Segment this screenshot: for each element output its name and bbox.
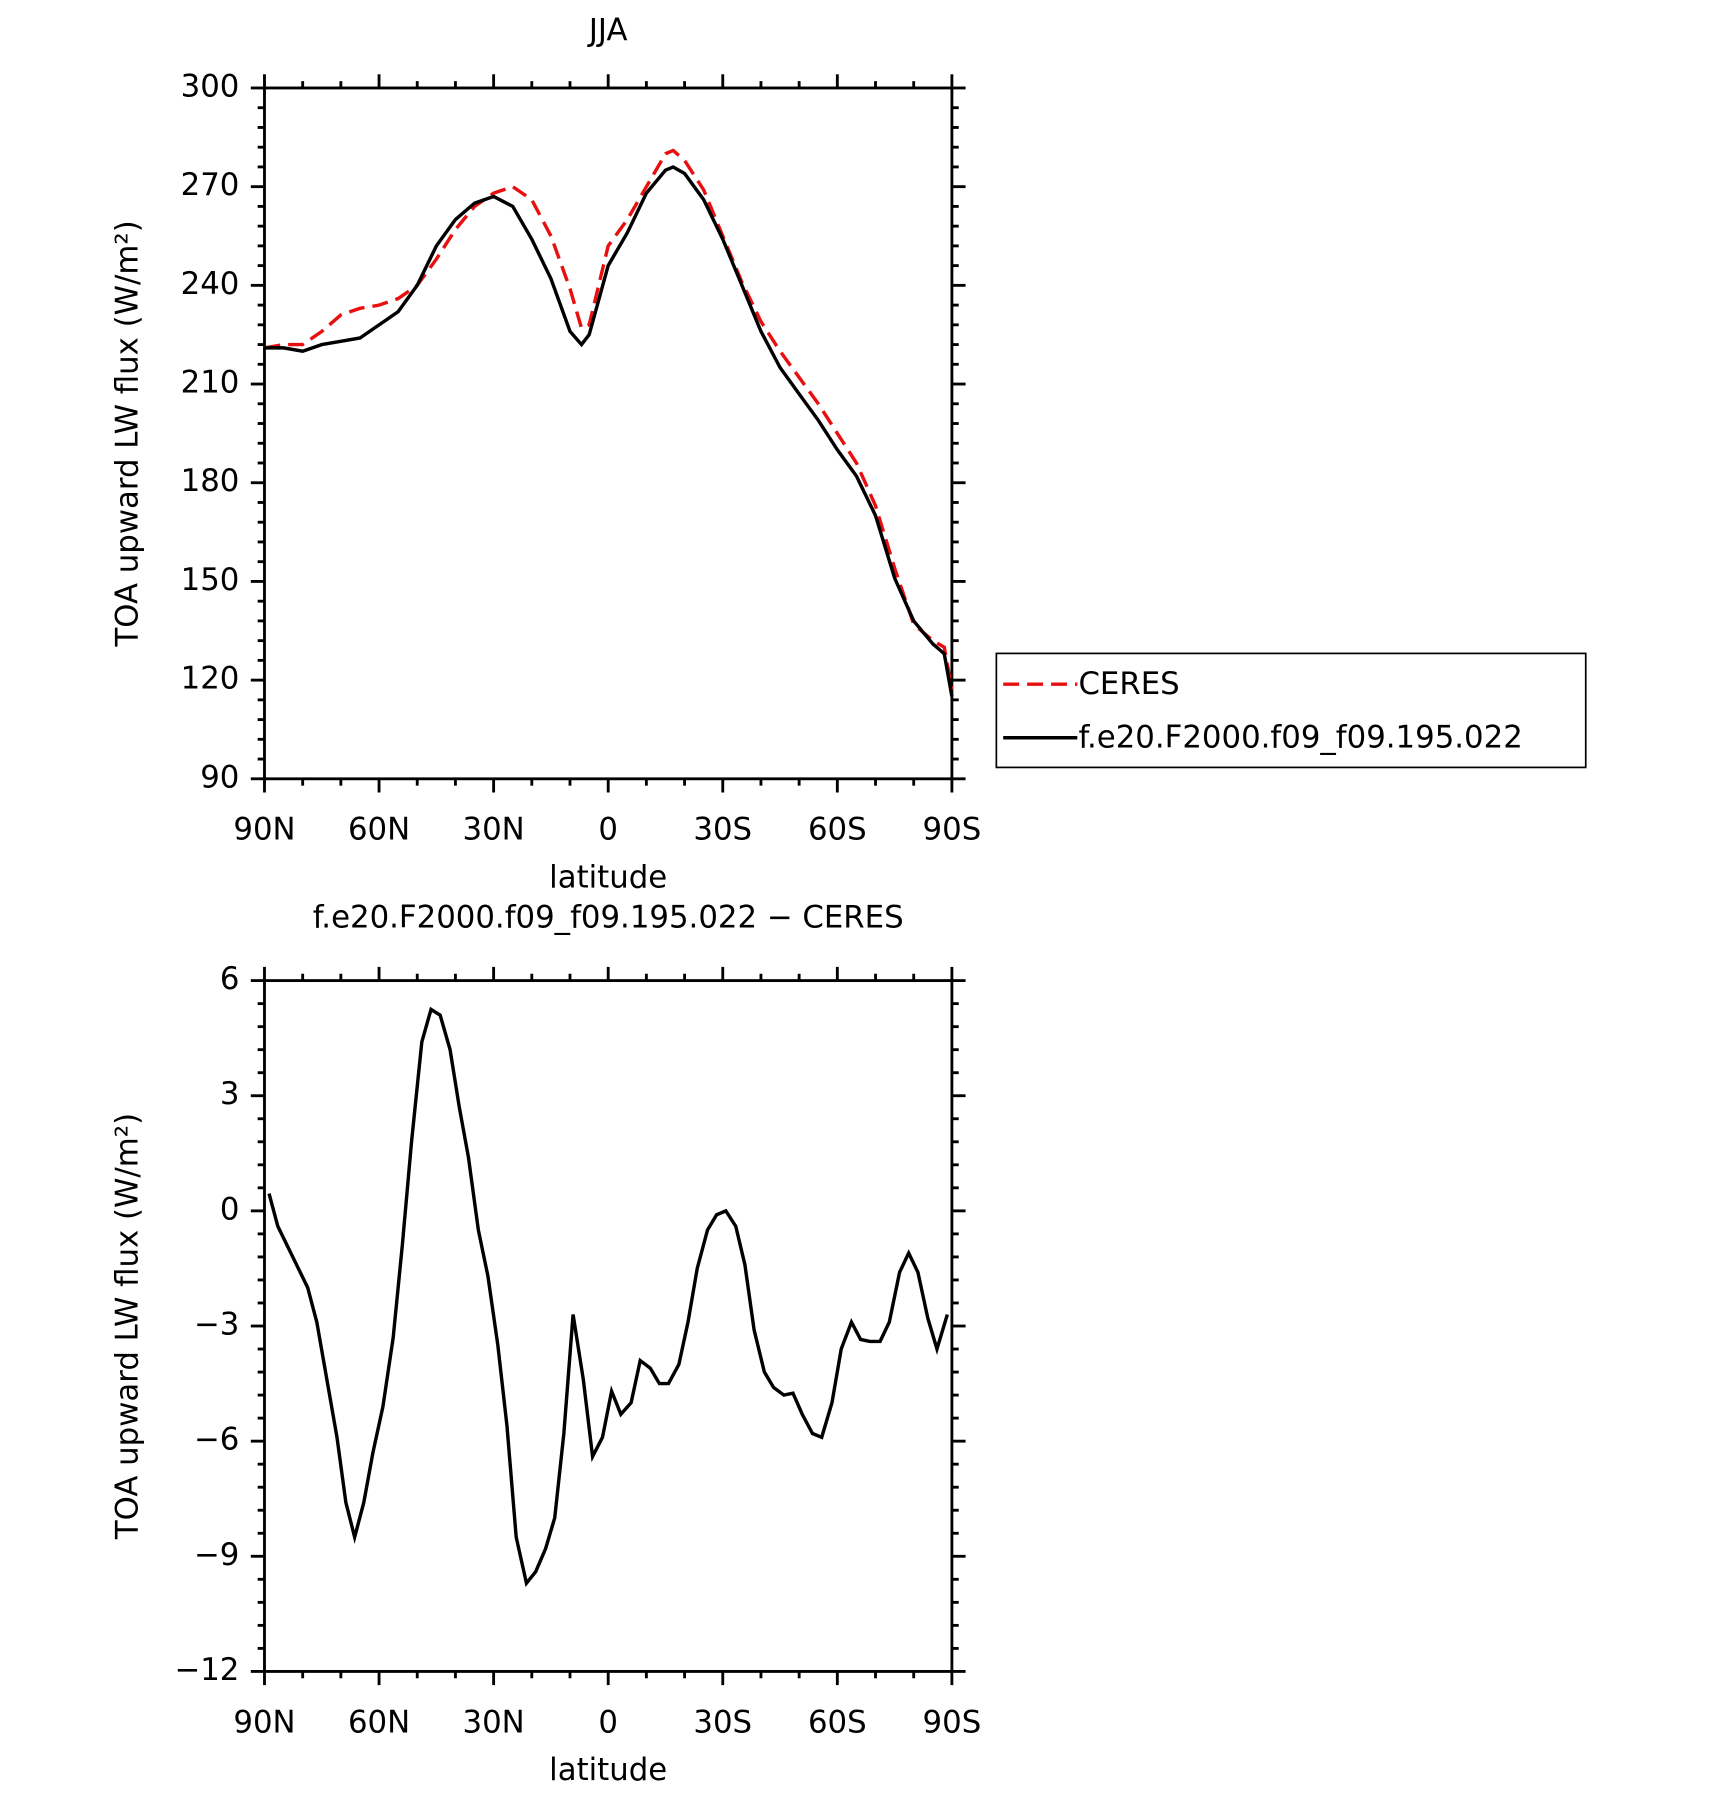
- y-tick-label: 0: [220, 1191, 240, 1227]
- x-tick-label: 90N: [233, 1704, 295, 1740]
- y-tick-label: 150: [181, 562, 240, 598]
- x-tick-label: 30N: [463, 1704, 525, 1740]
- x-tick-label: 90S: [923, 812, 982, 848]
- y-tick-label: 90: [200, 759, 239, 795]
- legend-box: [995, 652, 1587, 769]
- x-tick-label: 30S: [693, 1704, 752, 1740]
- x-tick-label: 60S: [808, 812, 867, 848]
- y-axis-label: TOA upward LW flux (W/m²): [109, 1113, 145, 1540]
- y-tick-label: 210: [181, 365, 240, 401]
- legend-label: CERES: [1078, 666, 1179, 702]
- y-tick-label: 6: [220, 961, 240, 997]
- y-tick-label: 120: [181, 661, 240, 697]
- x-tick-label: 30S: [693, 812, 752, 848]
- y-tick-label: 270: [181, 167, 240, 203]
- x-tick-label: 90N: [233, 812, 295, 848]
- y-tick-label: −9: [194, 1537, 239, 1573]
- y-tick-label: −12: [174, 1652, 239, 1688]
- plot-frame: [263, 86, 954, 781]
- x-tick-label: 60N: [348, 812, 410, 848]
- x-tick-label: 0: [598, 1704, 618, 1740]
- x-axis-label: latitude: [549, 1752, 667, 1788]
- data-line: [264, 165, 954, 697]
- data-line: [264, 148, 954, 691]
- x-tick-label: 0: [598, 812, 618, 848]
- y-tick-label: 3: [220, 1076, 240, 1112]
- y-tick-label: −3: [194, 1307, 239, 1343]
- legend-label: f.e20.F2000.f09_f09.195.022: [1078, 719, 1522, 755]
- y-axis-label: TOA upward LW flux (W/m²): [109, 220, 145, 647]
- x-tick-label: 30N: [463, 812, 525, 848]
- y-tick-label: 180: [181, 463, 240, 499]
- x-tick-label: 90S: [923, 1704, 982, 1740]
- x-tick-label: 60S: [808, 1704, 867, 1740]
- x-tick-label: 60N: [348, 1704, 410, 1740]
- y-tick-label: 300: [181, 68, 240, 104]
- x-axis-label: latitude: [549, 860, 667, 896]
- y-tick-label: −6: [194, 1422, 239, 1458]
- y-tick-label: 240: [181, 266, 240, 302]
- data-line: [267, 1006, 949, 1588]
- chart-title: f.e20.F2000.f09_f09.195.022 − CERES: [313, 900, 904, 936]
- chart-title: JJA: [587, 13, 628, 49]
